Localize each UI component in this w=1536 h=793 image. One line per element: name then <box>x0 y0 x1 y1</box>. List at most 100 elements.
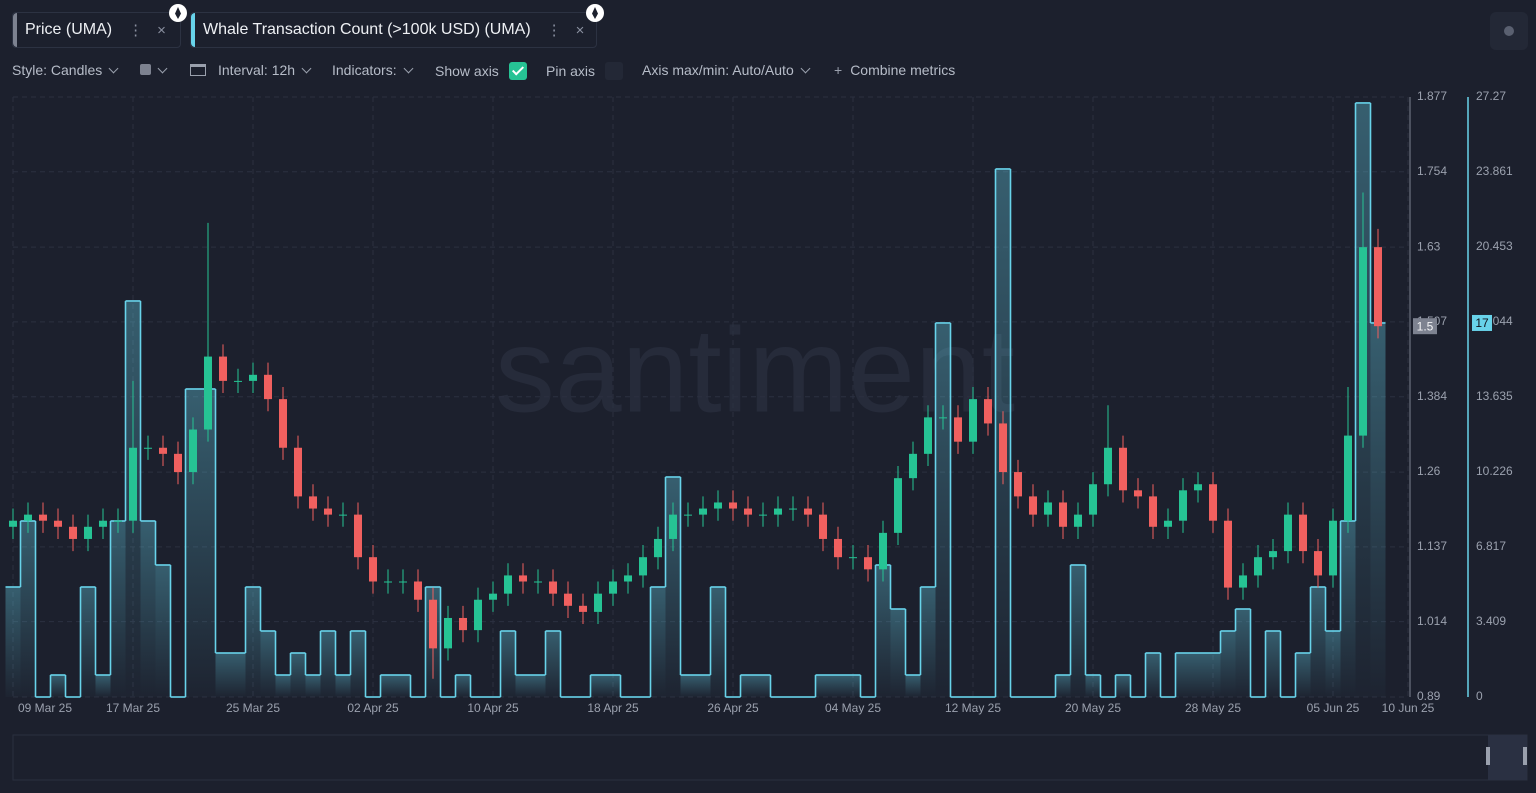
candle-body <box>84 526 92 539</box>
candle-body <box>1359 247 1367 436</box>
candle-body <box>879 532 887 570</box>
candle-body <box>1269 551 1277 558</box>
interval-label: Interval: 12h <box>218 62 296 78</box>
candle-body <box>1209 484 1217 521</box>
whale-area <box>935 322 951 697</box>
settings-button[interactable] <box>1490 12 1528 50</box>
last-value-badge <box>1413 318 1437 335</box>
candle-body <box>789 508 797 510</box>
candle-body <box>894 478 902 533</box>
whale-area <box>1235 608 1251 697</box>
whale-area <box>830 674 846 697</box>
axis-dropdown[interactable]: Axis max/min: Auto/Auto <box>642 62 811 78</box>
candle-body <box>1104 447 1112 485</box>
candle-body <box>1254 557 1262 576</box>
candle-body <box>354 514 362 558</box>
y2-tick-label: 0 <box>1476 689 1483 703</box>
whale-area <box>320 630 336 697</box>
whale-area <box>275 674 291 697</box>
candle-body <box>1239 575 1247 588</box>
y2-tick-label: 17.044 <box>1476 314 1513 328</box>
whale-area <box>695 674 711 697</box>
y2-tick-label: 13.635 <box>1476 389 1513 403</box>
navigator <box>12 734 1528 781</box>
whale-area <box>1310 586 1326 697</box>
eth-icon <box>586 4 604 22</box>
navigator-handle[interactable] <box>1523 747 1527 765</box>
indicators-dropdown[interactable]: Indicators: <box>332 62 414 78</box>
whale-area <box>200 388 216 697</box>
whale-area <box>110 520 126 697</box>
y-tick-label: 1.754 <box>1417 164 1447 178</box>
candle-body <box>504 575 512 594</box>
tab-color <box>191 13 195 47</box>
candle-body <box>909 453 917 479</box>
y2-tick-label: 20.453 <box>1476 239 1513 253</box>
candle-body <box>654 538 662 558</box>
x-tick-label: 17 Mar 25 <box>106 701 160 715</box>
whale-area <box>710 586 726 697</box>
y-tick-label: 1.507 <box>1417 314 1447 328</box>
whale-area <box>1205 652 1221 697</box>
candle-body <box>279 399 287 448</box>
candle-body <box>39 514 47 521</box>
whale-area <box>995 168 1011 697</box>
metric-tab[interactable]: Whale Transaction Count (>100k USD) (UMA… <box>190 12 597 48</box>
candle-body <box>804 508 812 515</box>
candle-body <box>114 520 122 522</box>
whale-area <box>1085 674 1101 697</box>
whale-area <box>890 608 906 697</box>
style-dropdown[interactable]: Style: Candles <box>12 62 119 78</box>
eth-icon <box>169 4 187 22</box>
candle-body <box>639 557 647 576</box>
y2-tick-label: 27.27 <box>1476 89 1506 103</box>
whale-area <box>80 586 96 697</box>
whale-area <box>1340 520 1356 697</box>
whale-area <box>755 674 771 697</box>
candle-body <box>204 356 212 430</box>
whale-area <box>1325 630 1341 697</box>
tab-close[interactable]: × <box>575 21 585 39</box>
candle-body <box>519 575 527 582</box>
whale-area <box>50 674 66 697</box>
tab-menu[interactable]: ⋮ <box>128 22 144 39</box>
candle-body <box>924 417 932 454</box>
candle-body <box>699 508 707 515</box>
last-value-label: 1.5 <box>1417 319 1434 333</box>
candle-body <box>294 447 302 497</box>
navigator-window[interactable] <box>1488 735 1527 780</box>
candle-body <box>1029 496 1037 515</box>
y-tick-label: 0.89 <box>1417 689 1441 703</box>
whale-area <box>185 388 201 697</box>
show-axis-toggle[interactable]: Show axis <box>435 62 527 80</box>
tab-label: Whale Transaction Count (>100k USD) (UMA… <box>203 21 531 38</box>
y2-tick-label: 23.861 <box>1476 164 1513 178</box>
candle-body <box>99 520 107 527</box>
x-tick-label: 10 Apr 25 <box>467 701 519 715</box>
whale-area <box>680 674 696 697</box>
show-axis-label: Show axis <box>435 63 499 79</box>
candle-body <box>1194 484 1202 491</box>
x-tick-label: 02 Apr 25 <box>347 701 399 715</box>
candle-body <box>9 520 17 527</box>
candle-body <box>129 447 137 521</box>
pin-axis-toggle[interactable]: Pin axis <box>546 62 624 80</box>
color-dropdown[interactable] <box>140 62 168 78</box>
combine-button[interactable]: + Combine metrics <box>834 62 956 78</box>
candle-body <box>669 514 677 539</box>
y-tick-label: 1.877 <box>1417 89 1447 103</box>
candle-body <box>684 514 692 516</box>
whale-area <box>155 564 171 697</box>
navigator-handle[interactable] <box>1486 747 1490 765</box>
y-tick-label: 1.384 <box>1417 389 1447 403</box>
candle-body <box>399 581 407 583</box>
tab-menu[interactable]: ⋮ <box>546 22 562 39</box>
metric-tab[interactable]: Price (UMA) ⋮ × <box>12 12 181 48</box>
candle-body <box>219 356 227 381</box>
candle-body <box>1149 496 1157 527</box>
whale-area <box>290 652 306 697</box>
tab-close[interactable]: × <box>157 21 166 39</box>
whale-area <box>455 674 471 697</box>
interval-dropdown[interactable]: Interval: 12h <box>190 62 312 78</box>
candle-body <box>249 374 257 381</box>
